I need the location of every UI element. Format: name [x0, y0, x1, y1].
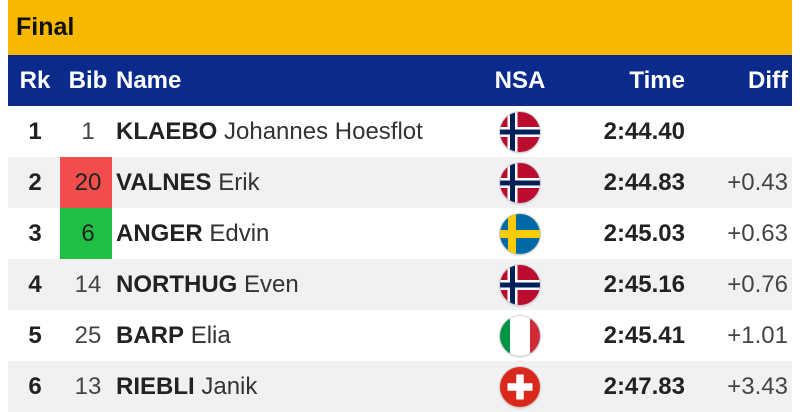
rank-cell: 3 — [28, 219, 42, 247]
page-title-text: Final — [16, 13, 75, 41]
sweden-flag-icon — [500, 213, 540, 254]
athlete-name[interactable]: NORTHUG Even — [116, 271, 299, 299]
table-header: Rk Bib Name NSA Time Diff — [8, 55, 792, 106]
athlete-given-name: Even — [244, 270, 299, 298]
bib-cell: 25 — [74, 321, 102, 349]
athlete-name[interactable]: ANGER Edvin — [116, 220, 269, 248]
bib-cell: 14 — [74, 270, 102, 298]
table-row[interactable]: 6 13 RIEBLI Janik 2:47.83 +3.43 — [8, 361, 792, 412]
table-row[interactable]: 4 14 NORTHUG Even 2:45.16 +0.76 — [8, 259, 792, 310]
time-cell: 2:45.16 — [603, 270, 685, 298]
bib-cell: 20 — [74, 168, 102, 196]
athlete-given-name: Johannes Hoesflot — [224, 117, 423, 145]
athlete-name[interactable]: RIEBLI Janik — [116, 373, 257, 401]
bib-cell: 13 — [74, 372, 102, 400]
norway-flag-icon — [500, 162, 540, 203]
header-nsa[interactable]: NSA — [494, 66, 546, 94]
header-bib[interactable]: Bib — [68, 66, 108, 94]
diff-cell: +1.01 — [727, 321, 788, 349]
diff-cell: +0.63 — [727, 219, 788, 247]
rank-cell: 5 — [28, 321, 42, 349]
athlete-given-name: Janik — [201, 372, 258, 400]
switzerland-flag-icon — [500, 366, 540, 407]
header-name[interactable]: Name — [116, 66, 182, 94]
athlete-surname: ANGER — [116, 219, 203, 247]
bib-highlight-green — [60, 208, 112, 259]
rank-cell: 2 — [28, 168, 42, 196]
table-row[interactable]: 1 1 KLAEBO Johannes Hoesflot 2:44.40 — [8, 106, 792, 157]
norway-flag-icon — [500, 264, 540, 305]
norway-flag-icon — [500, 111, 540, 152]
diff-cell: +3.43 — [727, 372, 788, 400]
bib-highlight-red — [60, 157, 112, 208]
athlete-given-name: Erik — [218, 168, 260, 196]
athlete-surname: KLAEBO — [116, 117, 218, 145]
diff-cell: +0.43 — [727, 168, 788, 196]
athlete-given-name: Elia — [190, 321, 231, 349]
time-cell: 2:45.41 — [603, 321, 685, 349]
athlete-surname: BARP — [116, 321, 185, 349]
table-row[interactable]: 3 6 ANGER Edvin 2:45.03 +0.63 — [8, 208, 792, 259]
header-rank[interactable]: Rk — [19, 66, 51, 94]
rank-cell: 1 — [28, 117, 42, 145]
header-diff[interactable]: Diff — [748, 66, 788, 94]
bib-cell: 6 — [81, 219, 95, 247]
athlete-name[interactable]: BARP Elia — [116, 322, 231, 350]
athlete-name[interactable]: VALNES Erik — [116, 169, 260, 197]
results-table: Final Rk Bib Name NSA Time Diff 1 1 KLAE… — [8, 0, 792, 412]
athlete-name[interactable]: KLAEBO Johannes Hoesflot — [116, 118, 423, 146]
time-cell: 2:44.83 — [603, 168, 685, 196]
athlete-surname: VALNES — [116, 168, 212, 196]
athlete-surname: RIEBLI — [116, 372, 195, 400]
header-time[interactable]: Time — [629, 66, 685, 94]
bib-cell: 1 — [81, 117, 95, 145]
time-cell: 2:45.03 — [603, 219, 685, 247]
diff-cell: +0.76 — [727, 270, 788, 298]
page-title: Final — [8, 0, 792, 55]
time-cell: 2:47.83 — [603, 372, 685, 400]
time-cell: 2:44.40 — [603, 117, 685, 145]
italy-flag-icon — [500, 315, 540, 356]
rank-cell: 4 — [28, 270, 42, 298]
table-row[interactable]: 5 25 BARP Elia 2:45.41 +1.01 — [8, 310, 792, 361]
athlete-surname: NORTHUG — [116, 270, 238, 298]
athlete-given-name: Edvin — [209, 219, 270, 247]
rank-cell: 6 — [28, 372, 42, 400]
table-row[interactable]: 2 20 VALNES Erik 2:44.83 +0.43 — [8, 157, 792, 208]
